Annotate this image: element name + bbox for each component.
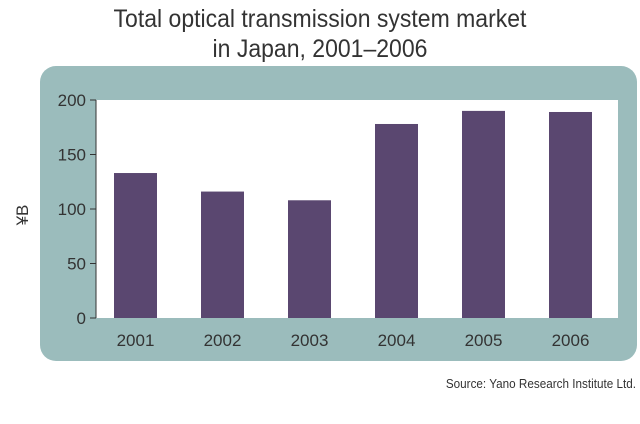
bar-2002 <box>201 191 244 318</box>
x-axis: 2001 2002 2003 2004 2005 2006 <box>117 331 590 350</box>
x-tick-label: 2004 <box>378 331 416 350</box>
x-tick-label: 2001 <box>117 331 155 350</box>
x-tick-label: 2005 <box>465 331 503 350</box>
bar-2003 <box>288 200 331 318</box>
y-axis: 0 50 100 150 200 <box>58 91 97 328</box>
x-tick-label: 2002 <box>204 331 242 350</box>
bar-2005 <box>462 110 505 319</box>
y-tick-label: 0 <box>77 309 86 328</box>
chart-title: Total optical transmission system market… <box>26 4 615 64</box>
chart-title-line-2: in Japan, 2001–2006 <box>212 35 428 63</box>
bar-2006 <box>549 111 592 319</box>
y-tick-label: 50 <box>67 255 86 274</box>
x-tick-label: 2003 <box>291 331 329 350</box>
plot-area <box>96 100 618 318</box>
y-tick-label: 200 <box>58 91 86 110</box>
chart-title-line-1: Total optical transmission system market <box>113 5 527 33</box>
bars <box>114 110 592 319</box>
y-tick-label: 100 <box>58 200 86 219</box>
bar-2004 <box>375 123 418 318</box>
source-note: Source: Yano Research Institute Ltd. <box>445 376 636 391</box>
x-tick-label: 2006 <box>552 331 590 350</box>
bar-2001 <box>114 173 157 318</box>
y-tick-label: 150 <box>58 146 86 165</box>
